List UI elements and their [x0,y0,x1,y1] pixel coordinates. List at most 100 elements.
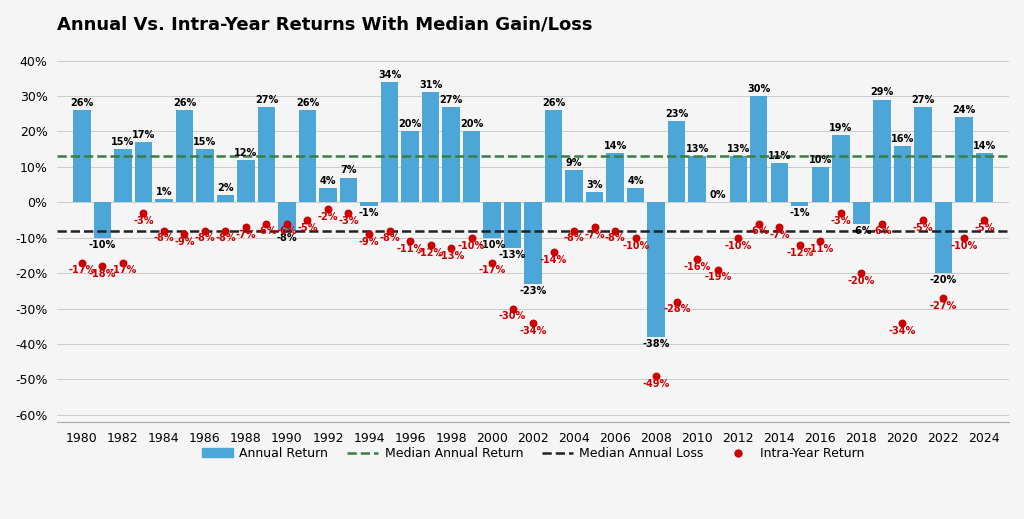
Bar [422,92,439,202]
Bar [524,202,542,284]
Text: -6%: -6% [256,226,276,237]
Point [689,255,706,263]
Text: 14%: 14% [603,141,627,151]
Text: 9%: 9% [566,158,583,168]
Text: -30%: -30% [499,311,526,321]
Point [833,209,849,217]
Text: -18%: -18% [89,269,116,279]
Text: 26%: 26% [173,98,196,108]
Point [464,234,480,242]
Text: -3%: -3% [830,216,851,226]
Text: 26%: 26% [542,98,565,108]
Legend: Annual Return, Median Annual Return, Median Annual Loss, Intra-Year Return: Annual Return, Median Annual Return, Med… [197,442,869,465]
Text: -10%: -10% [725,241,752,251]
Text: -8%: -8% [154,234,174,243]
Point [176,230,193,238]
Text: 17%: 17% [132,130,155,140]
Text: -8%: -8% [564,234,585,243]
Text: 23%: 23% [665,108,688,119]
Text: 15%: 15% [112,137,134,147]
Text: -34%: -34% [519,325,547,336]
Text: 27%: 27% [911,94,935,104]
Text: -8%: -8% [276,233,297,243]
Bar [668,121,685,202]
Text: 20%: 20% [460,119,483,129]
Text: -12%: -12% [786,248,813,257]
Text: -10%: -10% [478,240,506,250]
Text: -3%: -3% [338,216,358,226]
Text: -7%: -7% [769,230,790,240]
Text: 13%: 13% [727,144,750,154]
Text: -2%: -2% [317,212,338,222]
Bar [545,110,562,202]
Bar [812,167,829,202]
Bar [135,142,153,202]
Text: 10%: 10% [809,155,831,165]
Text: -20%: -20% [848,276,874,286]
Text: 14%: 14% [973,141,996,151]
Bar [156,199,173,202]
Bar [853,202,870,224]
Point [505,305,521,313]
Point [197,226,213,235]
Bar [93,202,111,238]
Text: -17%: -17% [69,265,95,276]
Text: -6%: -6% [871,226,892,237]
Bar [688,156,706,202]
Text: 15%: 15% [194,137,216,147]
Point [279,220,295,228]
Point [238,223,254,231]
Bar [114,149,131,202]
Bar [217,195,234,202]
Point [299,216,315,224]
Bar [729,156,746,202]
Bar [340,177,357,202]
Text: 13%: 13% [686,144,709,154]
Text: 0%: 0% [710,190,726,200]
Bar [463,131,480,202]
Bar [770,163,788,202]
Bar [647,202,665,337]
Text: -8%: -8% [379,234,399,243]
Text: 12%: 12% [234,148,258,158]
Point [648,372,665,380]
Text: -17%: -17% [110,265,136,276]
Text: -10%: -10% [622,241,649,251]
Bar [894,146,911,202]
Text: 26%: 26% [71,98,93,108]
Point [771,223,787,231]
Text: 30%: 30% [748,84,770,94]
Text: 16%: 16% [891,133,914,144]
Text: 26%: 26% [296,98,319,108]
Text: 24%: 24% [952,105,976,115]
Bar [279,202,296,230]
Text: -5%: -5% [912,223,933,233]
Text: -38%: -38% [642,339,670,349]
Bar [935,202,952,273]
Point [607,226,624,235]
Point [319,205,336,213]
Text: -6%: -6% [851,226,871,236]
Text: -7%: -7% [236,230,256,240]
Point [135,209,152,217]
Text: -10%: -10% [89,240,116,250]
Text: 4%: 4% [628,176,644,186]
Point [422,241,438,249]
Point [669,297,685,306]
Bar [73,110,90,202]
Text: -6%: -6% [276,226,297,237]
Bar [504,202,521,249]
Text: Annual Vs. Intra-Year Returns With Median Gain/Loss: Annual Vs. Intra-Year Returns With Media… [57,15,593,33]
Text: -3%: -3% [133,216,154,226]
Text: 27%: 27% [439,94,463,104]
Text: 7%: 7% [340,166,356,175]
Text: 2%: 2% [217,183,233,193]
Point [115,258,131,267]
Point [628,234,644,242]
Bar [586,192,603,202]
Point [484,258,501,267]
Bar [483,202,501,238]
Point [914,216,931,224]
Text: -13%: -13% [499,251,526,261]
Text: -8%: -8% [605,234,626,243]
